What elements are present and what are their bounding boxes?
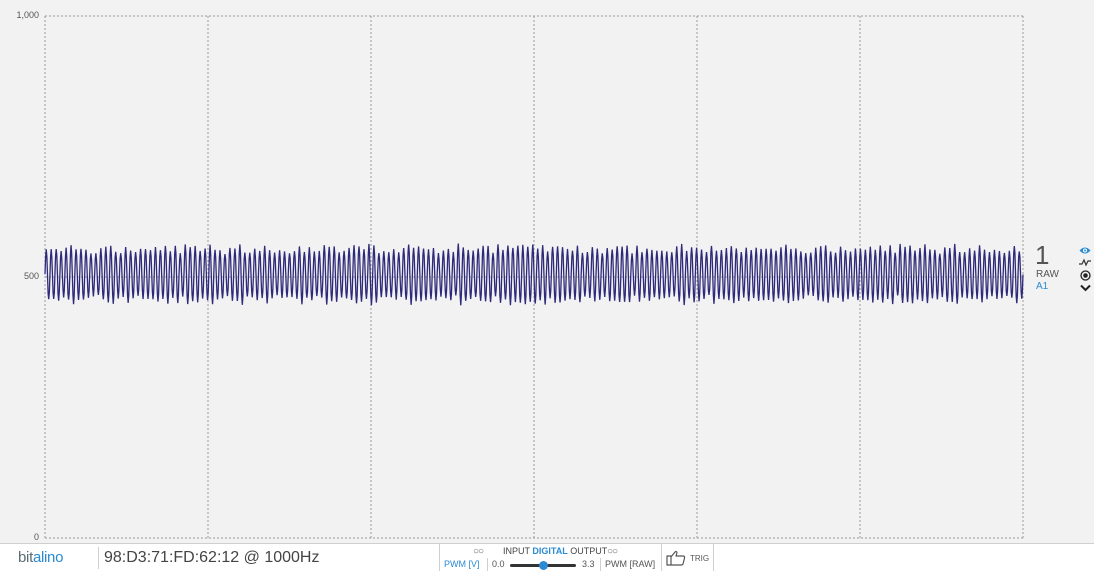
bitalino-logo: bitalino — [18, 549, 64, 566]
hand-pointer-icon — [666, 550, 686, 566]
signal-line — [44, 243, 1024, 306]
pwm-max-value: 3.3 — [582, 559, 595, 569]
pwm-volts-label[interactable]: PWM [V] — [444, 559, 480, 569]
y-tick-label: 1,000 — [16, 10, 39, 20]
digital-label: DIGITAL — [532, 546, 568, 556]
pwm-controls: PWM [V] 0.0 3.3 PWM [RAW] — [440, 558, 661, 571]
plot-area — [44, 15, 1024, 539]
chevron-down-icon[interactable] — [1078, 282, 1092, 294]
trigger-label: TRIG — [690, 554, 710, 563]
y-tick-label: 0 — [33, 532, 39, 542]
waveform-icon[interactable] — [1078, 256, 1092, 268]
y-tick-label: 500 — [23, 271, 39, 281]
io-header: ○○ INPUT DIGITAL OUTPUT ○○ — [440, 545, 661, 557]
pwm-raw-label[interactable]: PWM [RAW] — [605, 559, 656, 569]
pwm-slider[interactable] — [510, 561, 576, 570]
channel-panel: 1 RAW A1 — [1032, 240, 1092, 300]
channel-number: 1 — [1035, 240, 1050, 270]
divider — [98, 547, 99, 569]
radio-icon[interactable] — [1078, 269, 1092, 281]
channel-label: A1 — [1036, 281, 1049, 292]
divider — [600, 558, 601, 571]
pwm-min-value: 0.0 — [492, 559, 505, 569]
output-toggles-icon[interactable]: ○○ — [607, 546, 618, 557]
pwm-slider-knob[interactable] — [538, 561, 548, 570]
device-info: 98:D3:71:FD:62:12 @ 1000Hz — [104, 549, 320, 566]
status-bar: bitalino 98:D3:71:FD:62:12 @ 1000Hz ○○ I… — [0, 543, 1094, 571]
divider — [713, 544, 714, 571]
input-label: INPUT — [503, 546, 530, 556]
eye-icon[interactable] — [1078, 244, 1092, 256]
divider — [487, 558, 488, 571]
trigger-button[interactable]: TRIG — [664, 547, 714, 569]
input-toggles-icon[interactable]: ○○ — [473, 546, 484, 557]
io-panel: ○○ INPUT DIGITAL OUTPUT ○○ PWM [V] 0.0 3… — [439, 544, 662, 571]
output-label: OUTPUT — [570, 546, 608, 556]
channel-mode: RAW — [1036, 269, 1059, 280]
signal-plot — [44, 15, 1024, 539]
